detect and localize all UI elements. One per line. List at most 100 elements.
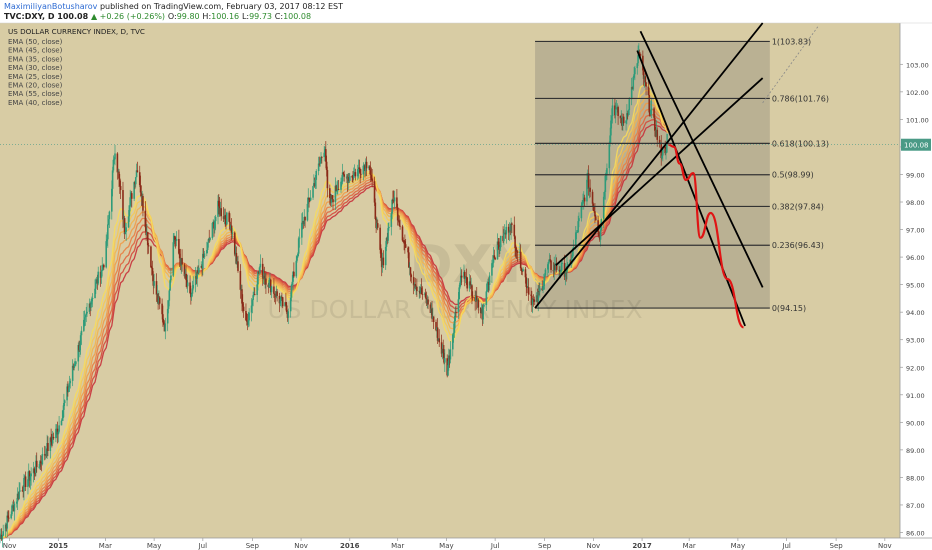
candle-body: [634, 68, 636, 75]
candle-body: [404, 241, 406, 245]
candle: [24, 471, 27, 492]
candle-body: [666, 141, 668, 153]
time-tick-label: Mar: [391, 542, 404, 550]
candle-body: [577, 221, 579, 233]
candle-body: [23, 477, 25, 492]
candle-body: [114, 153, 116, 160]
candle-body: [444, 358, 446, 363]
candle: [140, 185, 143, 206]
candle: [100, 269, 103, 284]
candle-body: [471, 285, 473, 297]
candle: [315, 169, 318, 189]
candle-body: [511, 223, 513, 225]
price-tick-label: 96.00: [906, 254, 925, 262]
candle-body: [256, 284, 258, 296]
author-link[interactable]: MaximiliyanBotusharov: [4, 2, 98, 11]
candle: [252, 291, 254, 307]
candle-body: [214, 221, 216, 229]
candle: [309, 190, 312, 202]
candle-body: [337, 189, 340, 190]
candle-body: [245, 320, 248, 322]
candle: [245, 303, 247, 321]
candle-body: [376, 223, 379, 228]
candle-body: [409, 267, 412, 275]
candle-body: [632, 77, 635, 90]
candle: [352, 167, 355, 181]
candle: [146, 231, 149, 255]
candle-body: [127, 216, 130, 228]
candle: [298, 228, 301, 248]
candle: [239, 264, 242, 299]
candle-body: [111, 170, 114, 189]
candle-body: [371, 178, 373, 182]
candle-body: [7, 515, 9, 518]
price-tick-label: 99.00: [906, 171, 925, 179]
candle-body: [656, 129, 659, 140]
candle-body: [625, 120, 627, 124]
candle: [636, 62, 639, 75]
time-tick-label: Nov: [587, 542, 601, 550]
candle-body: [292, 271, 294, 282]
candle-body: [128, 205, 131, 217]
candle: [206, 242, 209, 254]
candle-body: [516, 251, 519, 253]
candle-body: [241, 303, 244, 307]
candle-body: [308, 197, 310, 200]
candle-body: [118, 178, 121, 187]
candle: [564, 263, 567, 286]
candle-body: [19, 490, 21, 492]
candle-body: [74, 364, 76, 366]
candle-body: [581, 203, 583, 206]
candle-body: [509, 230, 512, 232]
price-tick-label: 90.00: [906, 419, 925, 427]
candle-body: [608, 142, 611, 169]
candle-body: [586, 179, 588, 202]
candle-body: [116, 153, 119, 173]
candle-body: [150, 246, 152, 268]
candle: [334, 177, 337, 210]
candle: [52, 432, 55, 440]
candle-body: [401, 226, 404, 241]
candle: [69, 378, 72, 389]
candle: [387, 223, 389, 244]
candle: [167, 299, 170, 314]
candle: [658, 135, 661, 148]
candle: [485, 283, 488, 312]
candle: [133, 181, 135, 201]
candle-body: [217, 200, 219, 217]
candle-body: [351, 176, 353, 178]
candle: [162, 318, 165, 326]
candle-body: [658, 139, 661, 144]
candle: [79, 332, 82, 355]
candle-body: [158, 297, 161, 304]
candle-body: [218, 200, 220, 207]
candle-body: [402, 240, 405, 242]
candle: [301, 213, 303, 245]
candle: [317, 156, 320, 176]
time-tick-label: Nov: [878, 542, 892, 550]
candle-body: [329, 188, 331, 199]
time-tick-label: 2017: [632, 542, 652, 550]
candle: [388, 222, 390, 231]
legend-indicator: EMA (55, close): [8, 90, 63, 98]
candle: [550, 259, 552, 273]
candle: [432, 316, 435, 330]
candle-body: [550, 260, 552, 270]
candle: [83, 310, 86, 327]
ema-line-20: [0, 83, 669, 539]
candle-body: [224, 215, 226, 220]
candle-body: [178, 253, 181, 259]
candle: [251, 299, 254, 314]
candle: [399, 219, 401, 230]
candle: [404, 239, 407, 248]
candle-body: [106, 239, 108, 242]
candle-body: [594, 211, 596, 217]
candle: [466, 276, 468, 292]
candle-body: [162, 322, 165, 325]
symbol-header: TVC:DXY, D 100.08 ▲ +0.26 (+0.26%) O:99.…: [4, 12, 311, 21]
candle-body: [539, 288, 541, 292]
candle: [527, 278, 530, 301]
candle-body: [296, 256, 298, 261]
candle-body: [258, 267, 261, 273]
